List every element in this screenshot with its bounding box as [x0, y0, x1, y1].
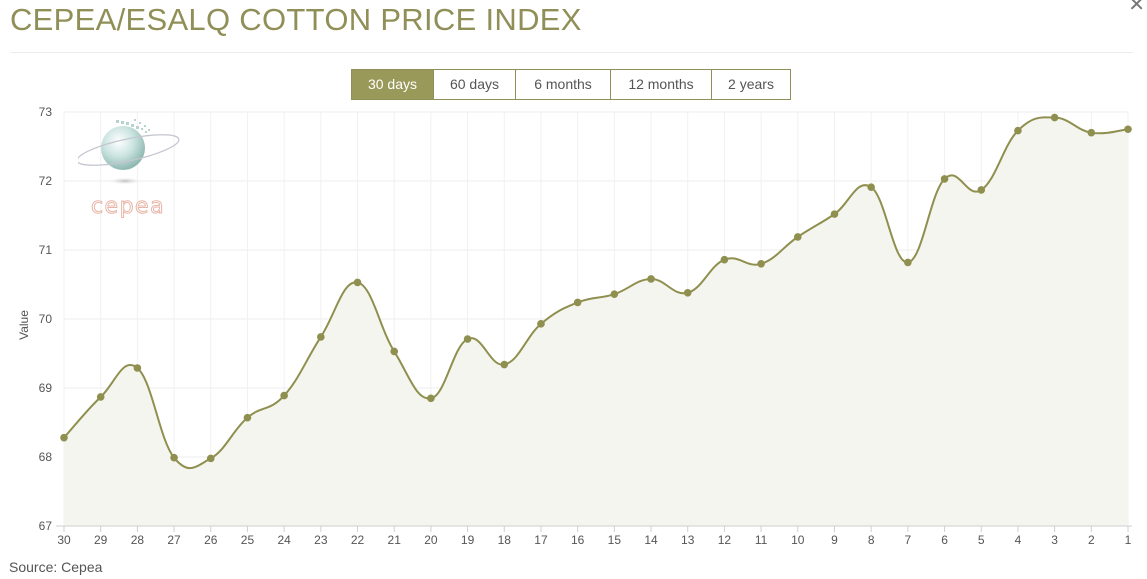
data-points — [60, 113, 1132, 463]
tab-12-months[interactable]: 12 months — [611, 69, 712, 100]
data-point[interactable] — [830, 210, 839, 218]
data-point[interactable] — [537, 320, 545, 328]
data-point[interactable] — [683, 288, 692, 297]
tab-6-months[interactable]: 6 months — [516, 69, 611, 100]
data-point[interactable] — [1014, 126, 1022, 135]
y-tick-label: 71 — [39, 243, 53, 257]
data-point[interactable] — [96, 393, 105, 401]
x-tick-label: 24 — [277, 533, 291, 547]
data-point[interactable] — [720, 255, 729, 264]
page-title: CEPEA/ESALQ COTTON PRICE INDEX — [10, 2, 582, 37]
range-selector: 30 days 60 days 6 months 12 months 2 yea… — [351, 69, 791, 100]
x-tick-label: 12 — [718, 533, 732, 547]
x-tick-label: 28 — [131, 533, 145, 547]
header-divider — [10, 52, 1133, 53]
x-tick-label: 3 — [1051, 533, 1058, 547]
data-point[interactable] — [500, 360, 509, 369]
data-point[interactable] — [1050, 113, 1059, 122]
data-point[interactable] — [317, 333, 325, 341]
x-tick-label: 23 — [314, 533, 328, 547]
y-tick-label: 67 — [39, 519, 53, 533]
x-tick-label: 18 — [498, 533, 512, 547]
tab-60-days[interactable]: 60 days — [434, 69, 516, 100]
data-point[interactable] — [463, 335, 472, 343]
source-note: Source: Cepea — [9, 559, 103, 575]
x-tick-label: 10 — [791, 533, 805, 547]
data-point[interactable] — [390, 347, 399, 356]
data-point[interactable] — [904, 258, 912, 267]
x-tick-label: 17 — [534, 533, 548, 547]
data-point[interactable] — [940, 175, 949, 183]
data-point[interactable] — [353, 278, 362, 287]
y-axis-label: Value — [17, 310, 31, 340]
logo-wordmark: cepea — [91, 194, 165, 218]
data-point[interactable] — [1124, 125, 1132, 134]
x-tick-label: 30 — [57, 533, 71, 547]
x-tick-label: 9 — [831, 533, 838, 547]
x-tick-label: 14 — [644, 533, 658, 547]
data-point[interactable] — [757, 260, 765, 268]
x-tick-label: 7 — [905, 533, 912, 547]
x-tick-label: 5 — [978, 533, 985, 547]
x-tick-label: 8 — [868, 533, 875, 547]
data-point[interactable] — [573, 298, 582, 307]
x-tick-label: 2 — [1088, 533, 1095, 547]
tab-30-days[interactable]: 30 days — [351, 69, 434, 100]
y-tick-label: 68 — [39, 450, 53, 464]
data-point[interactable] — [243, 413, 252, 422]
tab-2-years[interactable]: 2 years — [712, 69, 791, 100]
y-tick-label: 70 — [39, 312, 53, 326]
x-tick-label: 11 — [755, 533, 768, 547]
data-point[interactable] — [206, 454, 215, 463]
x-tick-label: 15 — [608, 533, 622, 547]
data-point[interactable] — [133, 364, 142, 372]
data-point[interactable] — [867, 183, 875, 192]
x-tick-label: 26 — [204, 533, 218, 547]
x-tick-label: 13 — [681, 533, 695, 547]
x-tick-label: 16 — [571, 533, 585, 547]
x-tick-label: 19 — [461, 533, 475, 547]
x-tick-label: 22 — [351, 533, 365, 547]
y-tick-label: 72 — [39, 174, 53, 188]
data-point[interactable] — [1087, 128, 1096, 137]
close-icon[interactable]: ✕ — [1128, 0, 1145, 16]
data-point[interactable] — [60, 433, 68, 442]
cepea-logo: cepea — [78, 119, 180, 218]
data-point[interactable] — [280, 391, 288, 400]
x-tick-label: 1 — [1125, 533, 1132, 547]
data-point[interactable] — [170, 453, 178, 462]
data-point[interactable] — [610, 290, 619, 298]
data-point[interactable] — [647, 275, 655, 283]
series-area — [64, 117, 1128, 526]
data-point[interactable] — [427, 394, 435, 403]
x-tick-label: 27 — [167, 533, 181, 547]
x-tick-label: 6 — [941, 533, 948, 547]
x-tick-label: 21 — [388, 533, 402, 547]
data-point[interactable] — [977, 186, 986, 194]
x-tick-label: 29 — [94, 533, 108, 547]
y-tick-label: 73 — [39, 105, 53, 119]
y-tick-label: 69 — [39, 381, 53, 395]
x-tick-label: 25 — [241, 533, 255, 547]
globe-icon — [78, 119, 180, 185]
x-tick-label: 4 — [1015, 533, 1022, 547]
x-tick-label: 20 — [424, 533, 438, 547]
data-point[interactable] — [793, 233, 802, 241]
